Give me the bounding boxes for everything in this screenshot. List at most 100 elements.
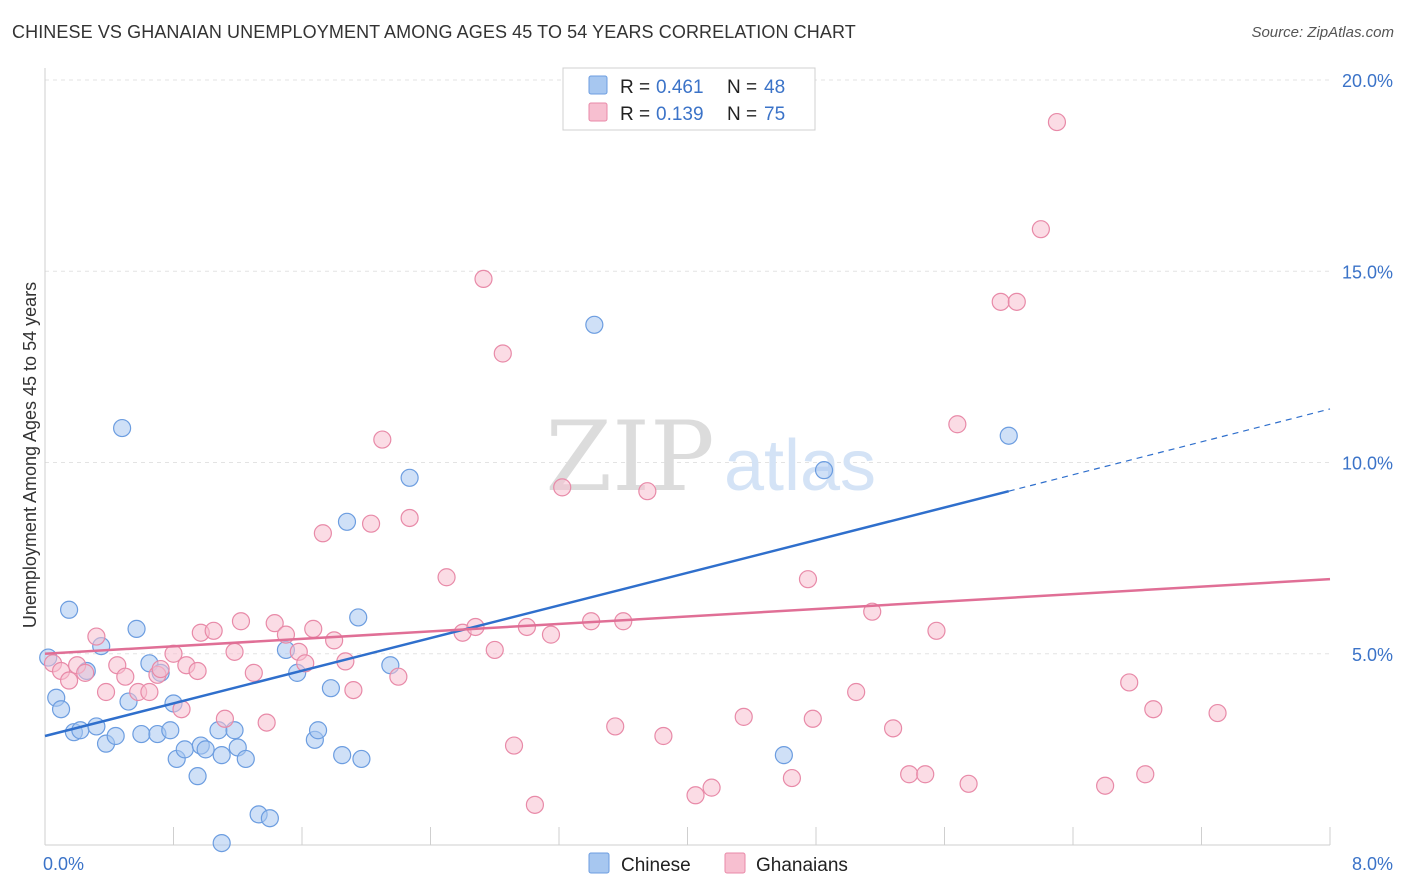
watermark-atlas: atlas [724, 426, 876, 506]
point-ghanaians-49 [606, 717, 625, 736]
point-ghanaians-5 [87, 627, 106, 646]
point-chinese-46 [999, 426, 1018, 445]
y-tick-labels: 5.0% 10.0% 15.0% 20.0% [1342, 71, 1393, 665]
point-ghanaians-57 [798, 570, 818, 589]
data-points [39, 112, 1227, 853]
point-chinese-13 [127, 619, 146, 638]
bottom-legend-label-ghanaians: Ghanaians [756, 855, 848, 876]
point-chinese-21 [175, 740, 194, 759]
y-tick-label-0: 5.0% [1352, 645, 1393, 665]
point-chinese-11 [112, 418, 132, 438]
point-chinese-29 [236, 749, 255, 769]
point-ghanaians-20 [225, 642, 244, 661]
point-ghanaians-24 [265, 614, 284, 633]
legend-r-label-2: R = [620, 104, 650, 125]
point-ghanaians-46 [541, 625, 561, 644]
point-ghanaians-69 [1031, 220, 1050, 239]
trend-line-chinese-extension [1008, 408, 1331, 492]
legend-bottom: Chinese Ghanaians [588, 852, 848, 876]
point-chinese-22 [188, 767, 207, 786]
point-ghanaians-29 [313, 524, 332, 543]
point-ghanaians-35 [389, 667, 408, 686]
point-chinese-47 [212, 833, 231, 853]
trend-line-ghanaians [44, 577, 1331, 655]
point-chinese-42 [400, 468, 419, 487]
point-chinese-24 [196, 740, 215, 759]
point-ghanaians-34 [373, 430, 392, 449]
point-chinese-31 [260, 809, 279, 828]
legend-r-value-2: 0.139 [656, 104, 704, 125]
legend-swatch-ghanaians [588, 102, 608, 122]
point-chinese-43 [585, 315, 604, 334]
point-chinese-35 [308, 721, 328, 740]
gridlines [45, 79, 1330, 655]
y-axis-label: Unemployment Among Ages 45 to 54 years [20, 282, 40, 628]
point-chinese-3 [59, 600, 79, 619]
point-ghanaians-41 [485, 640, 504, 660]
trend-line-chinese [44, 489, 1010, 738]
legend-n-label-2: N = [727, 104, 757, 125]
point-chinese-45 [814, 461, 834, 480]
point-ghanaians-42 [493, 344, 512, 363]
point-chinese-39 [349, 608, 368, 627]
point-ghanaians-73 [1136, 765, 1155, 784]
y-tick-label-1: 10.0% [1342, 454, 1393, 474]
point-ghanaians-74 [1144, 700, 1163, 719]
legend-swatch-chinese [588, 75, 608, 95]
point-ghanaians-22 [244, 663, 263, 682]
point-ghanaians-66 [959, 774, 978, 793]
point-ghanaians-47 [553, 478, 572, 497]
point-ghanaians-30 [325, 631, 344, 650]
point-ghanaians-53 [686, 786, 705, 805]
point-ghanaians-12 [151, 659, 170, 679]
legend-n-value-2: 75 [764, 104, 785, 125]
point-ghanaians-36 [400, 508, 419, 528]
point-ghanaians-62 [900, 765, 919, 784]
point-chinese-14 [132, 724, 151, 744]
point-ghanaians-45 [525, 795, 545, 814]
source-credit: Source: ZipAtlas.com [1251, 24, 1394, 41]
point-chinese-37 [333, 746, 352, 765]
point-ghanaians-33 [361, 514, 381, 533]
x-tick-labels: 0.0% 8.0% [43, 854, 1393, 874]
point-ghanaians-63 [916, 765, 935, 784]
point-ghanaians-68 [1007, 292, 1026, 311]
point-ghanaians-67 [991, 292, 1010, 311]
watermark-zip: ZIP [545, 401, 714, 513]
point-ghanaians-28 [304, 619, 323, 638]
point-ghanaians-56 [782, 768, 802, 788]
point-chinese-40 [352, 749, 371, 769]
point-ghanaians-60 [863, 602, 882, 621]
x-tick-label-0: 0.0% [43, 854, 84, 874]
point-ghanaians-70 [1047, 112, 1067, 132]
point-chinese-36 [321, 679, 341, 698]
point-ghanaians-65 [948, 415, 967, 434]
legend-n-label-1: N = [727, 77, 757, 98]
point-ghanaians-19 [215, 709, 234, 728]
point-ghanaians-61 [883, 719, 903, 738]
point-chinese-2 [51, 700, 71, 719]
chart-title: CHINESE VS GHANAIAN UNEMPLOYMENT AMONG A… [12, 22, 856, 42]
point-chinese-26 [212, 746, 231, 765]
legend-r-value-1: 0.461 [656, 77, 704, 98]
point-chinese-38 [337, 512, 357, 531]
point-ghanaians-4 [76, 663, 95, 682]
point-ghanaians-52 [654, 726, 673, 746]
x-tick-label-1: 8.0% [1352, 854, 1393, 874]
point-ghanaians-23 [257, 713, 276, 732]
point-ghanaians-58 [803, 709, 822, 728]
point-ghanaians-40 [474, 269, 493, 288]
point-ghanaians-10 [140, 682, 159, 702]
point-ghanaians-18 [204, 621, 223, 640]
point-ghanaians-2 [59, 671, 79, 690]
bottom-legend-swatch-ghanaians [724, 852, 746, 874]
point-ghanaians-71 [1096, 776, 1115, 795]
y-tick-label-2: 15.0% [1342, 262, 1393, 282]
point-ghanaians-37 [437, 568, 456, 587]
point-chinese-44 [774, 746, 793, 765]
point-ghanaians-43 [504, 736, 524, 755]
point-ghanaians-55 [734, 707, 753, 726]
legend-top: R = 0.461 N = 48 R = 0.139 N = 75 [562, 67, 816, 131]
point-ghanaians-51 [638, 482, 657, 501]
